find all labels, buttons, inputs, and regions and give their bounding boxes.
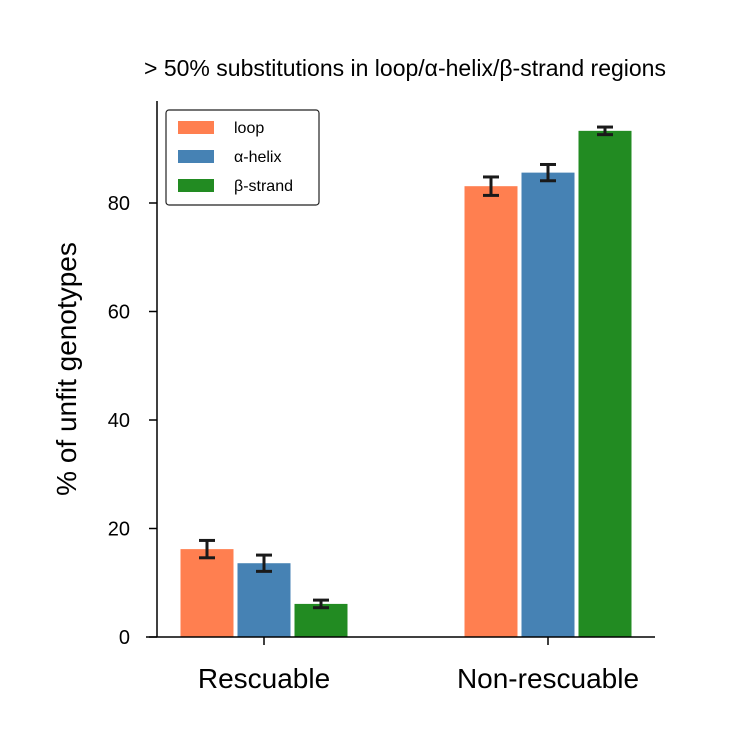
bar-loop-non-rescuable [464,186,518,637]
error-bar [313,598,329,610]
y-tick-label: 0 [119,627,130,649]
error-bar [483,175,499,197]
bar-strand-non-rescuable [578,130,632,637]
legend-label: β-strand [234,178,293,195]
bars-layer [180,130,632,637]
y-ticks: 0 20 40 60 80 [108,193,157,649]
y-tick-label: 40 [108,410,130,432]
legend-swatch [178,121,214,134]
legend: loop α-helix β-strand [165,109,320,206]
chart-title: > 50% substitutions in loop/α-helix/β-st… [144,55,666,81]
y-tick-label: 20 [108,519,130,541]
y-tick-label: 60 [108,302,130,324]
x-tick-label: Non-rescuable [457,663,639,694]
x-tick-label: Rescuable [198,663,330,694]
error-bar [199,538,215,560]
bar-loop-rescuable [180,549,234,637]
legend-entry: loop [178,120,264,137]
error-bar [256,553,272,573]
error-bars-layer [199,125,613,610]
bar-helix-rescuable [237,563,291,637]
error-bar [540,162,556,183]
error-bar [597,125,613,137]
y-axis-label: % of unfit genotypes [51,242,82,496]
x-ticks: Rescuable Non-rescuable [198,637,639,694]
legend-label: loop [234,120,264,137]
legend-swatch [178,179,214,192]
legend-label: α-helix [234,149,281,166]
legend-entry: β-strand [178,178,293,195]
legend-swatch [178,150,214,163]
bar-strand-rescuable [294,603,348,637]
bar-helix-non-rescuable [521,172,575,637]
y-tick-label: 80 [108,193,130,215]
legend-entry: α-helix [178,149,281,166]
